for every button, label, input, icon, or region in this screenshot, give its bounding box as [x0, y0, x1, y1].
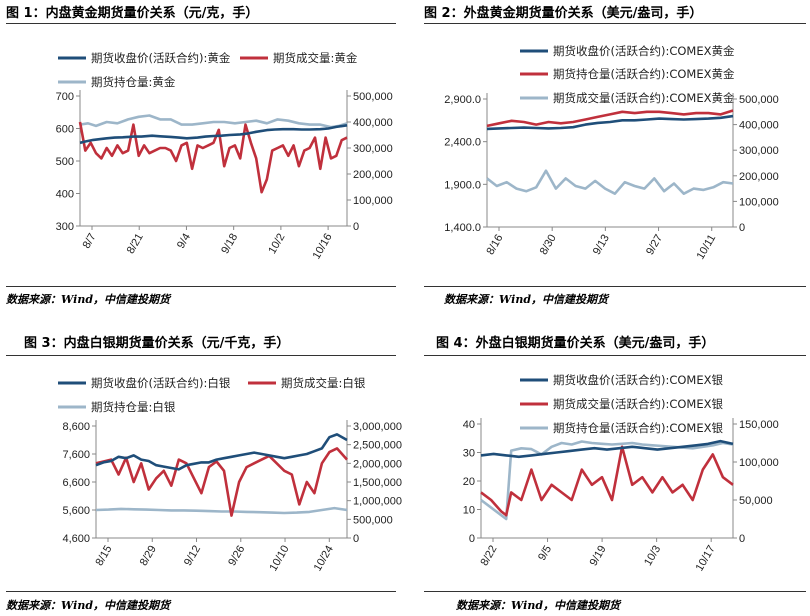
left-tick-label: 5,600	[62, 505, 90, 517]
left-tick-label: 8,600	[62, 421, 90, 433]
x-tick-label: 8/22	[478, 544, 499, 569]
right-tick-label: 2,000,000	[353, 458, 402, 470]
right-tick-label: 2,500,000	[353, 440, 402, 452]
legend-label: 期货持仓量(活跃合约):COMEX黄金	[553, 67, 735, 81]
right-tick-label: 0	[739, 533, 745, 545]
right-tick-label: 300,000	[353, 143, 393, 155]
right-tick-label: 100,000	[353, 195, 393, 207]
series-line-volume	[486, 109, 734, 128]
source-rule	[6, 591, 396, 592]
left-tick-label: 300	[56, 221, 74, 233]
series-line-close	[95, 433, 348, 471]
left-tick-label: 0	[469, 533, 475, 545]
legend-label: 期货成交量(活跃合约):COMEX银	[553, 397, 723, 411]
right-tick-label: 150,000	[739, 419, 779, 431]
right-tick-label: 200,000	[739, 171, 779, 183]
series-line-close	[79, 124, 348, 145]
right-tick-label: 500,000	[739, 94, 779, 106]
right-tick-label: 50,000	[739, 495, 773, 507]
right-tick-label: 100,000	[739, 457, 779, 469]
series-line-volume	[480, 445, 734, 517]
legend-label: 期货收盘价(活跃合约):白银	[91, 376, 231, 390]
series-line-oi	[486, 169, 734, 195]
legend-label: 期货持仓量:白银	[91, 400, 176, 414]
right-tick-label: 0	[739, 222, 745, 234]
left-tick-label: 2,900.0	[444, 94, 481, 106]
figure-title: 图 3：内盘白银期货量价关系（元/千克，手）	[24, 336, 290, 351]
legend-label: 期货收盘价(活跃合约):黄金	[91, 51, 231, 65]
left-tick-label: 700	[56, 91, 74, 103]
right-tick-label: 1,500,000	[353, 477, 402, 489]
title-rule	[6, 23, 396, 24]
legend-label: 期货收盘价(活跃合约):COMEX银	[553, 373, 723, 387]
left-tick-label: 40	[463, 419, 475, 431]
x-tick-label: 9/5	[536, 544, 554, 563]
right-tick-label: 3,000,000	[353, 421, 402, 433]
left-tick-label: 4,600	[62, 533, 90, 545]
left-tick-label: 7,600	[62, 449, 90, 461]
legend-label: 期货成交量:白银	[281, 376, 366, 390]
figure-title: 图 2：外盘黄金期货量价关系（美元/盎司，手）	[424, 6, 703, 21]
source-note: 数据来源：Wind，中信建投期货	[6, 293, 171, 306]
legend-label: 期货成交量:黄金	[273, 51, 358, 65]
figure-title: 图 1：内盘黄金期货量价关系（元/克，手）	[6, 6, 259, 21]
left-tick-label: 30	[463, 448, 475, 460]
left-tick-label: 1,400.0	[444, 222, 481, 234]
legend-label: 期货成交量(活跃合约):COMEX黄金	[553, 91, 735, 105]
left-tick-label: 400	[56, 189, 74, 201]
right-tick-label: 0	[353, 221, 359, 233]
right-tick-label: 500,000	[353, 91, 393, 103]
right-tick-label: 300,000	[739, 145, 779, 157]
right-tick-label: 500,000	[353, 514, 393, 526]
series-line-oi	[79, 114, 348, 129]
series-line-volume	[95, 447, 348, 517]
right-tick-label: 400,000	[739, 120, 779, 132]
x-tick-label: 10/17	[694, 544, 718, 574]
right-tick-label: 200,000	[353, 169, 393, 181]
series-line-oi	[95, 506, 348, 515]
source-note: 数据来源：Wind，中信建投期货	[444, 293, 609, 306]
left-tick-label: 1,900.0	[444, 179, 481, 191]
source-note: 数据来源：Wind，中信建投期货	[6, 599, 171, 612]
x-tick-label: 10/3	[642, 544, 663, 569]
title-rule	[424, 355, 806, 356]
legend-label: 期货收盘价(活跃合约):COMEX黄金	[553, 44, 735, 58]
legend-label: 期货持仓量:黄金	[91, 75, 176, 89]
left-tick-label: 20	[463, 476, 475, 488]
right-tick-label: 100,000	[739, 196, 779, 208]
series-line-volume	[78, 121, 348, 194]
left-tick-label: 2,400.0	[444, 137, 481, 149]
x-tick-label: 9/19	[588, 544, 609, 569]
legend-label: 期货持仓量(活跃合约):COMEX银	[553, 421, 723, 435]
figure-title: 图 4：外盘白银期货量价关系（美元/盎司，手）	[436, 336, 715, 351]
series-line-close	[486, 114, 734, 131]
right-tick-label: 1,000,000	[353, 496, 402, 508]
source-note: 数据来源：Wind，中信建投期货	[456, 599, 621, 612]
title-rule	[424, 23, 806, 24]
source-rule	[424, 591, 806, 592]
left-tick-label: 500	[56, 156, 74, 168]
source-rule	[6, 286, 396, 287]
series-line-close	[480, 439, 734, 459]
left-tick-label: 600	[56, 124, 74, 136]
left-tick-label: 10	[463, 505, 475, 517]
series-line-oi	[480, 440, 734, 521]
source-rule	[424, 286, 806, 287]
right-tick-label: 400,000	[353, 117, 393, 129]
right-tick-label: 0	[353, 533, 359, 545]
left-tick-label: 6,600	[62, 477, 90, 489]
title-rule	[6, 355, 396, 356]
